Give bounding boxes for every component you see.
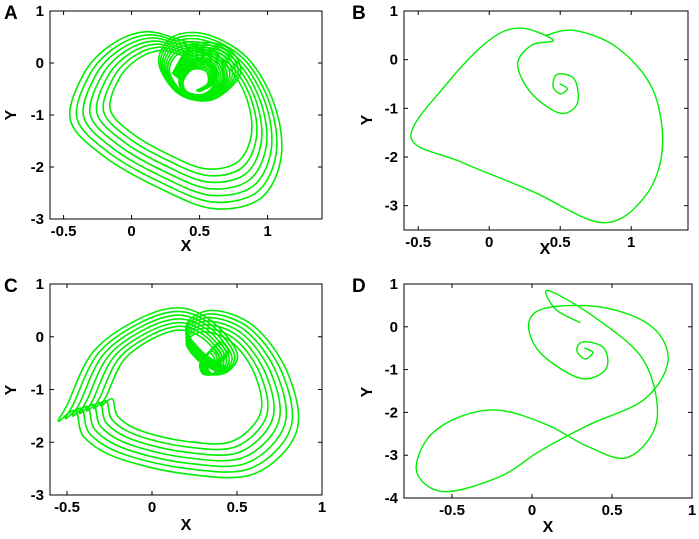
trajectory-line-d [415,289,669,493]
trajectory-line-b [410,27,664,224]
x-axis-label-d: X [543,519,554,536]
y-tick-label-d: -4 [385,490,399,507]
ticks-a: -0.5 0 0.5 1 1 0 -1 -2 -3 [31,3,322,240]
series-a [68,30,283,210]
y-tick-label-b: 0 [390,52,398,69]
x-tick-label-d: 1 [688,502,696,519]
x-tick-label-b: 0 [485,234,493,251]
x-tick-label-d: 0 [528,502,536,519]
y-tick-label-d: -2 [385,404,398,421]
panel-letter-b: B [352,3,366,24]
plot-area-d [403,283,693,499]
y-axis-label-b: Y [359,114,376,125]
x-tick-label-d: -0.5 [439,502,465,519]
y-tick-label-c: -2 [31,434,44,451]
x-tick-label-c: 0 [148,499,156,516]
y-tick-label-d: 0 [390,319,398,336]
y-tick-label-b: 1 [390,3,398,20]
x-tick-label-c: 0.5 [227,499,248,516]
ticks-c: -0.5 0 0.5 1 1 0 -1 -2 -3 [31,276,327,516]
y-tick-label-a: 1 [36,3,44,20]
panel-c: C -0.5 0 0.5 1 1 0 -1 -2 -3 X Y [3,276,326,534]
y-tick-label-d: -3 [385,447,398,464]
x-tick-label-d: 0.5 [602,502,623,519]
trajectory-line-c [85,321,275,456]
y-tick-label-d: 1 [390,276,398,293]
y-tick-label-a: -3 [31,211,44,228]
panel-b: B -0.5 0 0.5 1 1 0 -1 -2 -3 X Y [352,3,689,258]
y-tick-label-b: -2 [385,149,398,166]
x-tick-label-a: 0 [127,223,135,240]
x-tick-label-b: 1 [627,234,635,251]
x-tick-label-b: 0.5 [550,234,571,251]
ticks-d: -0.5 0 0.5 1 1 0 -1 -2 -3 -4 [385,276,697,519]
x-tick-label-a: -0.5 [51,223,77,240]
y-axis-label-d: Y [359,386,376,397]
y-tick-label-c: 1 [36,276,44,293]
panel-a: A -0.5 0 0.5 1 1 0 -1 -2 -3 X Y [3,3,323,255]
x-axis-label-a: X [181,238,192,255]
series-c [57,306,300,479]
y-tick-label-a: 0 [36,55,44,72]
trajectory-line-c [99,329,263,445]
x-axis-label-c: X [181,517,192,534]
trajectory-line-a [108,49,253,170]
y-tick-label-c: -1 [31,382,44,399]
panel-letter-c: C [4,276,18,297]
y-axis-label-c: Y [3,384,20,395]
x-axis-label-b: X [540,241,551,258]
y-tick-label-d: -1 [385,362,398,379]
ticks-b: -0.5 0 0.5 1 1 0 -1 -2 -3 [385,3,688,251]
y-tick-label-c: -3 [31,487,44,504]
y-tick-label-b: -1 [385,100,398,117]
series-b [410,27,664,224]
x-tick-label-c: 1 [318,499,326,516]
y-axis-label-a: Y [3,109,20,120]
x-tick-label-a: 1 [263,223,271,240]
y-tick-label-a: -1 [31,107,44,124]
panel-letter-d: D [352,276,366,297]
trajectory-line-c [57,306,300,479]
y-tick-label-a: -2 [31,159,44,176]
y-tick-label-c: 0 [36,329,44,346]
y-tick-label-b: -3 [385,198,398,215]
series-d [415,289,669,493]
x-tick-label-b: -0.5 [405,234,431,251]
panel-d: D -0.5 0 0.5 1 1 0 -1 -2 -3 -4 X Y [352,276,696,536]
panel-letter-a: A [4,3,18,24]
x-tick-label-a: 0.5 [189,223,210,240]
plot-area-b [403,10,689,231]
x-tick-label-c: -0.5 [54,499,80,516]
